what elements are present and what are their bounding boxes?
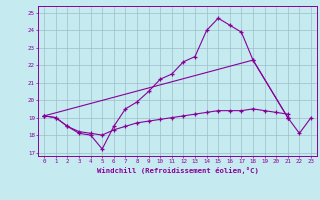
X-axis label: Windchill (Refroidissement éolien,°C): Windchill (Refroidissement éolien,°C) [97, 167, 259, 174]
